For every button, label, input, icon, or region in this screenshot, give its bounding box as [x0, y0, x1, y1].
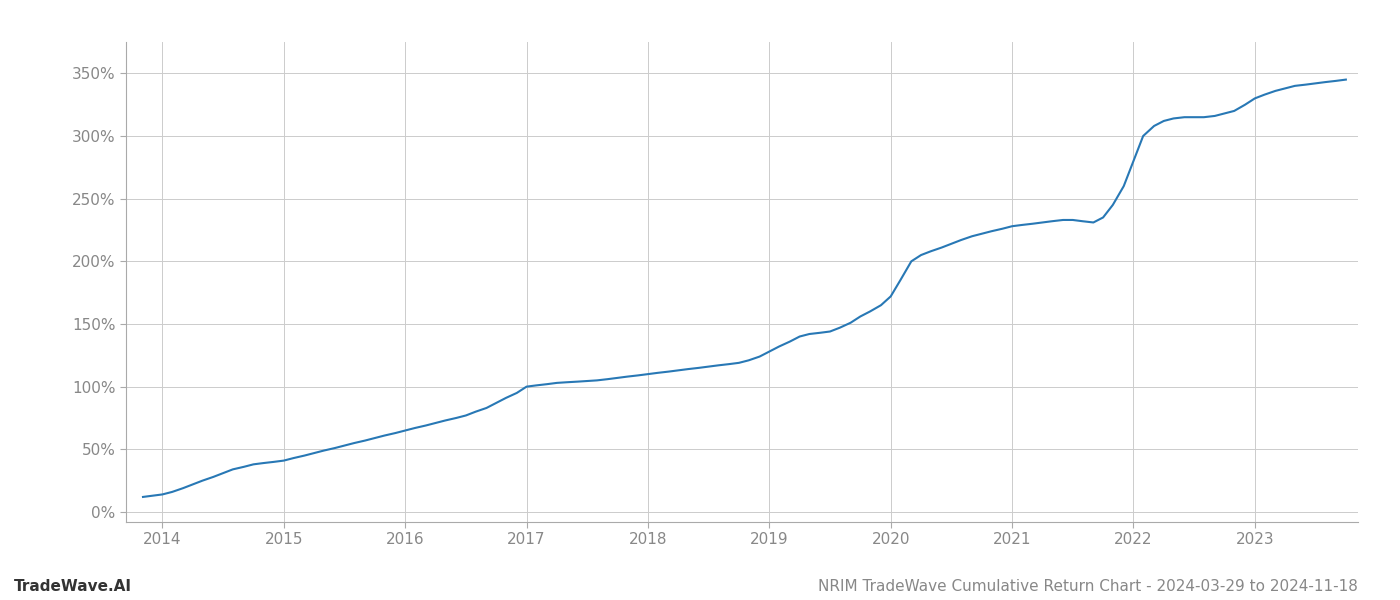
Text: NRIM TradeWave Cumulative Return Chart - 2024-03-29 to 2024-11-18: NRIM TradeWave Cumulative Return Chart -…: [818, 579, 1358, 594]
Text: TradeWave.AI: TradeWave.AI: [14, 579, 132, 594]
